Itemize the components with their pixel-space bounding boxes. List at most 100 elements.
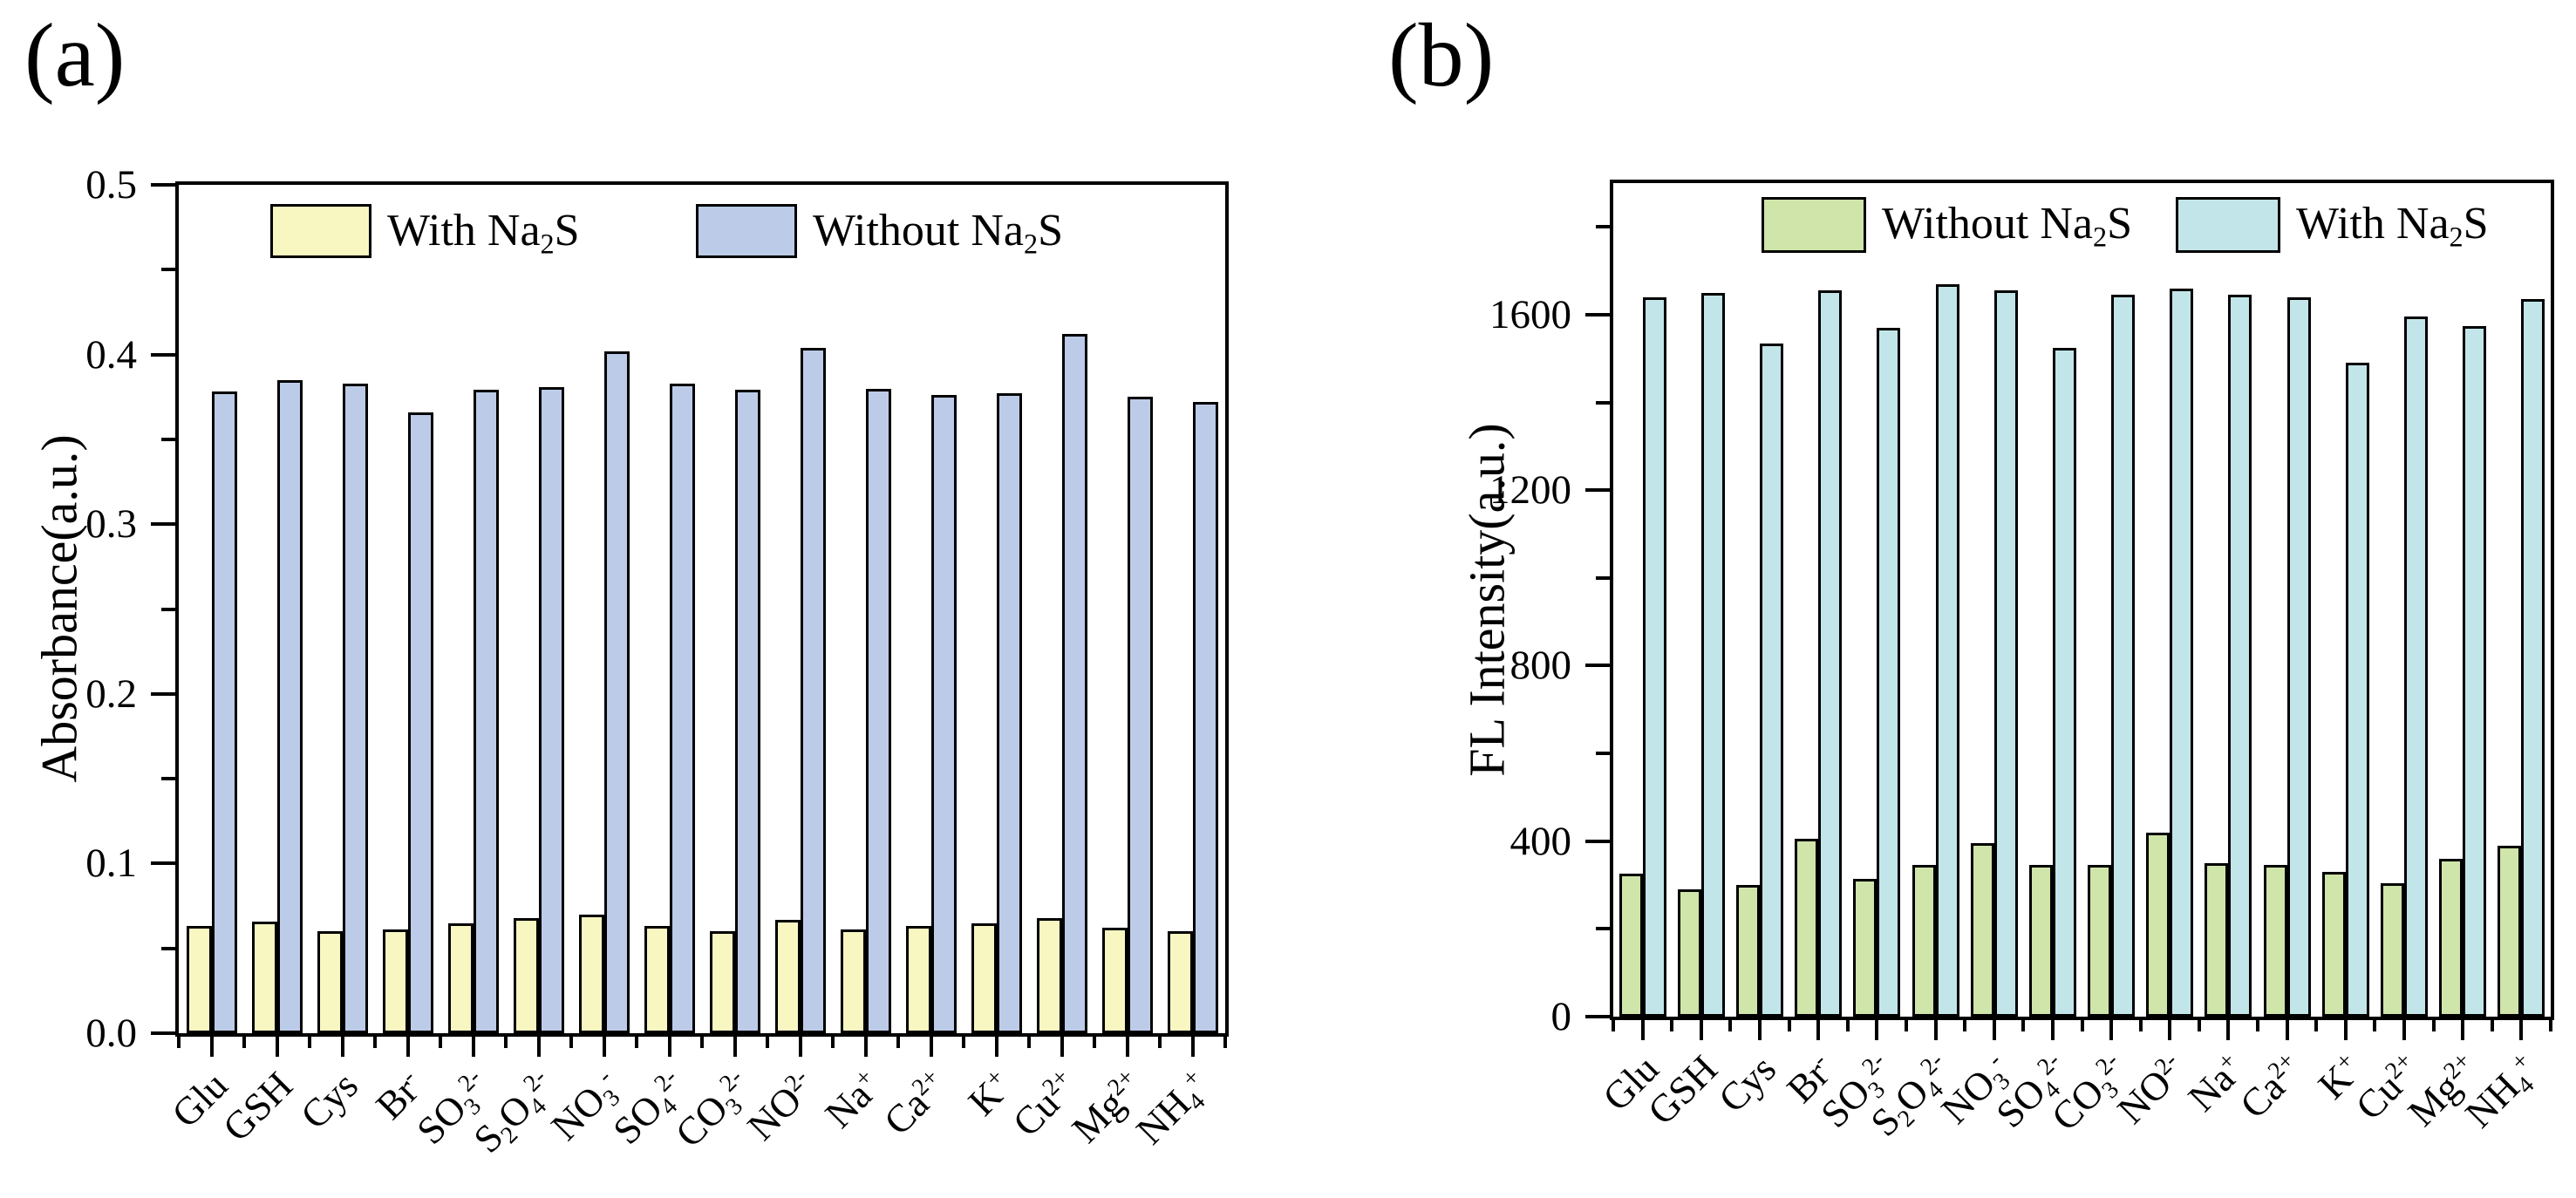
bar <box>774 919 801 1033</box>
x-minor-tick <box>569 1037 573 1048</box>
y-major-tick <box>1585 839 1610 843</box>
x-major-tick <box>798 1037 802 1057</box>
x-major-tick <box>1875 1020 1879 1040</box>
x-minor-tick <box>700 1037 704 1048</box>
x-minor-tick <box>2021 1020 2026 1031</box>
bar <box>644 926 670 1033</box>
bar <box>1912 865 1936 1017</box>
x-minor-tick <box>1612 1020 1615 1031</box>
bar <box>1700 292 1725 1017</box>
bar <box>2286 296 2311 1017</box>
y-minor-tick <box>161 437 175 441</box>
x-minor-tick <box>242 1037 246 1048</box>
bar <box>1759 343 1783 1017</box>
bar <box>1677 889 1701 1017</box>
x-minor-tick <box>2431 1020 2436 1031</box>
bar <box>930 395 957 1033</box>
x-minor-tick <box>635 1037 638 1048</box>
y-major-tick <box>1585 488 1610 493</box>
y-tick-label: 0.0 <box>85 1011 137 1056</box>
bar <box>1127 397 1153 1033</box>
legend-label: Without Na2S <box>813 206 1064 260</box>
bar <box>2170 288 2194 1017</box>
y-major-tick <box>1585 1015 1610 1018</box>
y-minor-tick <box>161 946 175 950</box>
bar <box>800 347 826 1033</box>
y-tick-label: 0.4 <box>85 331 137 378</box>
x-major-tick <box>1933 1020 1938 1040</box>
x-minor-tick <box>373 1037 377 1048</box>
bar <box>578 914 604 1033</box>
bar <box>317 931 343 1033</box>
y-major-tick <box>1585 664 1610 668</box>
bar <box>1795 839 1819 1017</box>
bar <box>2463 325 2487 1017</box>
x-minor-tick <box>1904 1020 1908 1031</box>
y-minor-tick <box>1596 752 1610 756</box>
category-label: SO42- <box>604 1064 683 1153</box>
x-minor-tick <box>1845 1020 1850 1031</box>
y-minor-tick <box>161 268 175 272</box>
x-major-tick <box>340 1037 344 1057</box>
category-label: NO3- <box>542 1064 626 1149</box>
x-minor-tick <box>2314 1020 2319 1031</box>
x-major-tick <box>1699 1020 1703 1040</box>
bar <box>996 393 1022 1033</box>
x-minor-tick <box>177 1037 181 1048</box>
y-major-tick <box>151 691 175 696</box>
x-major-tick <box>2226 1020 2231 1040</box>
x-major-tick <box>2109 1020 2114 1040</box>
legend-label: With Na2S <box>387 206 580 260</box>
x-major-tick <box>929 1037 933 1057</box>
x-major-tick <box>209 1037 214 1057</box>
legend-swatch <box>1762 197 1866 253</box>
y-major-tick <box>1585 312 1610 317</box>
bar <box>513 917 539 1033</box>
x-minor-tick <box>2490 1020 2494 1031</box>
y-minor-tick <box>161 607 175 611</box>
y-tick-label: 400 <box>1509 818 1572 864</box>
bar <box>1192 402 1218 1033</box>
category-label: Na+ <box>816 1064 881 1137</box>
x-minor-tick <box>766 1037 769 1048</box>
x-minor-tick <box>2549 1020 2552 1031</box>
x-minor-tick <box>308 1037 311 1048</box>
legend-label: With Na2S <box>2296 199 2489 253</box>
x-major-tick <box>1992 1020 1996 1040</box>
x-major-tick <box>667 1037 671 1057</box>
bar <box>734 390 760 1033</box>
bar <box>1853 878 1877 1017</box>
x-minor-tick <box>2138 1020 2143 1031</box>
category-label: NH4+ <box>1128 1064 1211 1153</box>
bar <box>1818 290 1843 1017</box>
bar <box>2228 295 2252 1017</box>
x-major-tick <box>1757 1020 1762 1040</box>
y-major-tick <box>151 352 175 357</box>
y-tick-label: 0.2 <box>85 670 137 717</box>
bar <box>1877 328 1901 1017</box>
bar <box>211 391 237 1033</box>
x-minor-tick <box>1223 1037 1227 1048</box>
bar <box>709 931 735 1033</box>
y-minor-tick <box>1596 575 1610 580</box>
y-minor-tick <box>1596 927 1610 931</box>
y-minor-tick <box>1596 400 1610 405</box>
x-major-tick <box>405 1037 410 1057</box>
x-minor-tick <box>439 1037 442 1048</box>
x-major-tick <box>602 1037 606 1057</box>
x-major-tick <box>275 1037 279 1057</box>
y-minor-tick <box>1596 225 1610 229</box>
x-minor-tick <box>1158 1037 1162 1048</box>
legend-swatch <box>2176 197 2280 253</box>
bar <box>538 386 564 1033</box>
category-label: Cu2+ <box>1004 1064 1075 1146</box>
bar <box>865 388 891 1033</box>
bar <box>1735 885 1760 1017</box>
bar <box>2381 882 2405 1017</box>
y-minor-tick <box>161 777 175 781</box>
x-minor-tick <box>896 1037 900 1048</box>
panel-label-b: (b) <box>1388 5 1495 106</box>
bar <box>1619 874 1643 1017</box>
x-minor-tick <box>1963 1020 1967 1031</box>
